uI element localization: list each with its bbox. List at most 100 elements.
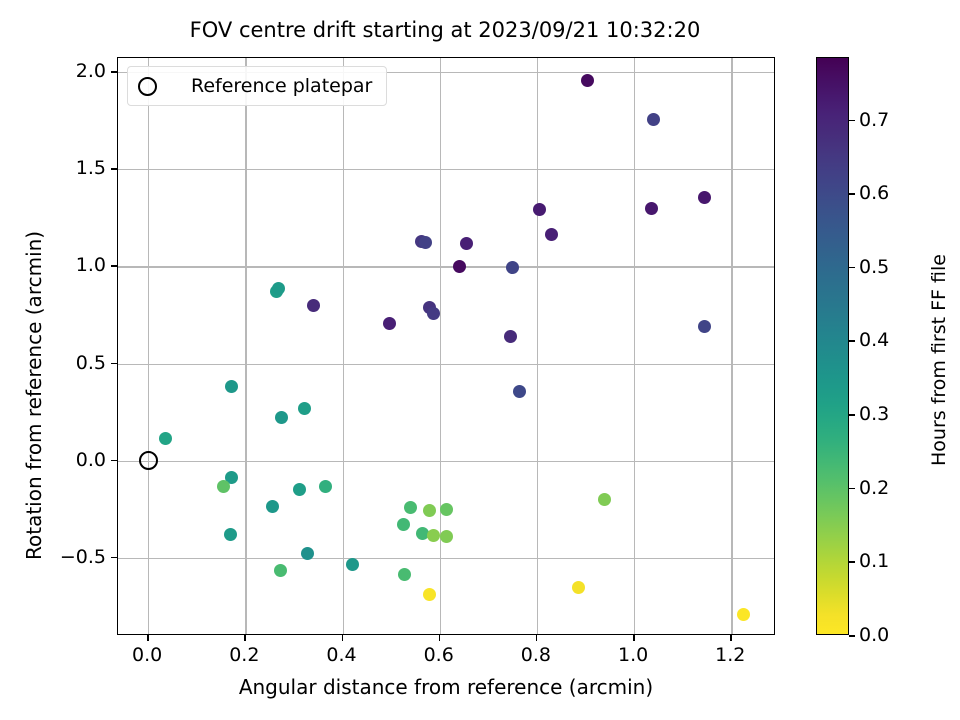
scatter-point [439, 502, 453, 516]
scatter-point [647, 113, 661, 127]
scatter-point [301, 547, 315, 561]
y-tick [111, 556, 117, 559]
y-tick-label: 0.0 [75, 448, 106, 471]
colorbar-tick-label: 0.3 [859, 403, 890, 426]
scatter-point [427, 529, 441, 543]
gridline-horizontal [118, 266, 774, 268]
scatter-point [271, 281, 285, 295]
x-tick [341, 635, 344, 641]
scatter-point [459, 237, 473, 251]
scatter-point [383, 317, 397, 331]
scatter-point [306, 298, 320, 312]
scatter-point [644, 201, 658, 215]
scatter-point [216, 480, 230, 494]
gridline-horizontal [118, 557, 774, 560]
scatter-point [225, 380, 239, 394]
scatter-point [345, 557, 359, 571]
x-tick-label: 0.6 [423, 644, 454, 666]
y-tick [111, 459, 117, 462]
scatter-point [423, 503, 437, 517]
gridline-vertical [536, 58, 539, 634]
chart-title: FOV centre drift starting at 2023/09/21 … [189, 18, 701, 42]
colorbar-tick [849, 561, 855, 563]
colorbar-tick-label: 0.1 [859, 550, 890, 573]
scatter-point [698, 190, 712, 204]
y-tick-label: 1.5 [75, 157, 106, 180]
legend-label-reference-platepar: Reference platepar [191, 75, 373, 97]
colorbar-tick-label: 0.2 [859, 476, 890, 499]
x-tick [730, 635, 732, 641]
scatter-point [319, 479, 332, 493]
reference-platepar-point [138, 451, 158, 471]
x-tick-label: 1.0 [617, 644, 649, 666]
gridline-vertical [731, 58, 733, 634]
scatter-point [418, 236, 432, 250]
x-tick-label: 0.4 [326, 644, 357, 666]
colorbar-tick [849, 119, 855, 122]
colorbar-tick-label: 0.0 [859, 624, 890, 646]
colorbar [816, 57, 849, 635]
gridline-vertical [439, 58, 441, 634]
gridline-vertical [634, 58, 636, 634]
colorbar-tick [849, 414, 855, 416]
scatter-point [396, 517, 410, 531]
scatter-point [298, 402, 312, 416]
scatter-point [513, 385, 527, 399]
colorbar-tick [849, 635, 855, 637]
y-tick [111, 362, 117, 365]
y-tick [111, 70, 117, 73]
gridline-vertical [148, 58, 150, 634]
chart-legend[interactable]: Reference platepar [127, 66, 388, 106]
scatter-point [571, 580, 585, 594]
plot-area [117, 57, 775, 635]
scatter-point [423, 588, 437, 602]
y-tick [111, 168, 117, 170]
scatter-point [503, 329, 517, 343]
scatter-point [439, 529, 453, 543]
colorbar-tick-label: 0.5 [859, 255, 890, 278]
scatter-point [736, 607, 750, 621]
y-tick [111, 265, 117, 267]
gridline-horizontal [118, 363, 774, 365]
scatter-point [427, 307, 441, 321]
scatter-point [416, 527, 430, 541]
scatter-point [598, 493, 612, 507]
y-axis-label: Rotation from reference (arcmin) [22, 230, 46, 560]
colorbar-tick-label: 0.7 [859, 108, 890, 131]
y-tick-label: 1.0 [75, 254, 106, 277]
colorbar-label: Hours from first FF file [928, 254, 950, 466]
colorbar-tick [849, 266, 855, 269]
y-tick-label: 2.0 [75, 59, 106, 82]
scatter-point [532, 203, 546, 217]
x-tick-label: 0.2 [229, 644, 260, 666]
scatter-point [224, 528, 238, 542]
colorbar-tick [849, 340, 855, 343]
x-tick-label: 1.2 [715, 644, 746, 666]
colorbar-gradient [816, 57, 849, 635]
scatter-point [506, 260, 520, 274]
scatter-point [225, 470, 239, 484]
scatter-point [404, 501, 418, 515]
y-tick-label: −0.5 [59, 545, 106, 568]
reference-platepar-marker-icon [138, 76, 157, 96]
scatter-point [698, 320, 712, 334]
scatter-point [275, 411, 289, 425]
scatter-point [544, 227, 558, 241]
scatter-point [273, 564, 287, 577]
scatter-point [397, 568, 411, 582]
x-tick [438, 635, 441, 641]
gridline-vertical [342, 58, 344, 634]
y-tick-label: 0.5 [75, 351, 106, 374]
gridline-horizontal [118, 71, 774, 74]
scatter-point [158, 432, 172, 446]
x-tick [147, 635, 149, 641]
x-tick [244, 635, 246, 641]
colorbar-tick-label: 0.6 [859, 182, 890, 205]
x-tick-label: 0.8 [520, 644, 551, 666]
scatter-point [293, 483, 307, 497]
colorbar-tick [849, 193, 855, 195]
x-tick-label: 0.0 [132, 644, 163, 666]
gridline-horizontal [118, 169, 774, 171]
gridline-vertical [245, 58, 247, 634]
